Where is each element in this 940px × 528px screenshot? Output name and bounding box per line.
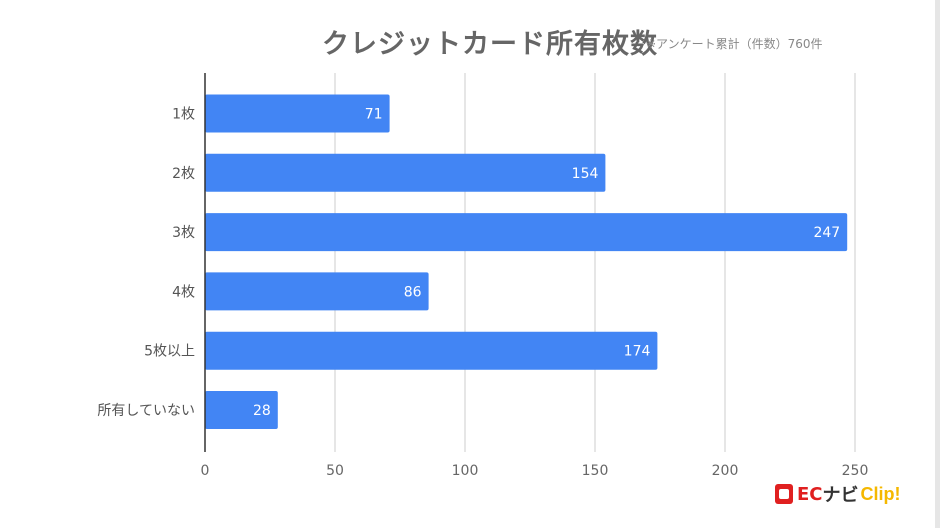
y-tick-label: 2枚 — [172, 166, 195, 182]
data-label: 247 — [813, 225, 840, 241]
bar — [205, 94, 390, 133]
bar — [205, 213, 848, 252]
chart-title: クレジットカード所有枚数 — [322, 29, 658, 60]
y-tick-label: 4枚 — [172, 284, 195, 300]
bag-icon — [775, 484, 793, 504]
x-tick-label: 100 — [452, 463, 479, 479]
y-tick-label: 1枚 — [172, 107, 195, 123]
chart-subtitle: ※アンケート累計（件数）760件 — [646, 37, 823, 51]
right-border — [935, 0, 940, 528]
ec-navi-clip-logo: EC ナビ Clip! — [775, 481, 901, 507]
logo-navi: ナビ — [822, 485, 859, 506]
y-tick-label: 3枚 — [172, 225, 195, 241]
y-tick-label: 5枚以上 — [144, 344, 195, 360]
data-label: 174 — [624, 344, 651, 360]
data-label: 28 — [253, 403, 271, 419]
x-tick-label: 200 — [712, 463, 739, 479]
bar — [205, 391, 278, 429]
bar — [205, 331, 658, 370]
bar — [205, 272, 429, 311]
bar — [205, 153, 606, 192]
data-label: 71 — [365, 107, 383, 123]
data-label: 154 — [572, 166, 599, 182]
x-tick-label: 150 — [582, 463, 609, 479]
logo-clip: Clip! — [860, 483, 901, 504]
x-tick-label: 0 — [201, 463, 210, 479]
x-tick-label: 50 — [326, 463, 344, 479]
data-label: 86 — [404, 284, 422, 300]
y-tick-label: 所有していない — [97, 403, 195, 419]
x-tick-label: 250 — [842, 463, 869, 479]
logo-ec: EC — [797, 483, 823, 505]
